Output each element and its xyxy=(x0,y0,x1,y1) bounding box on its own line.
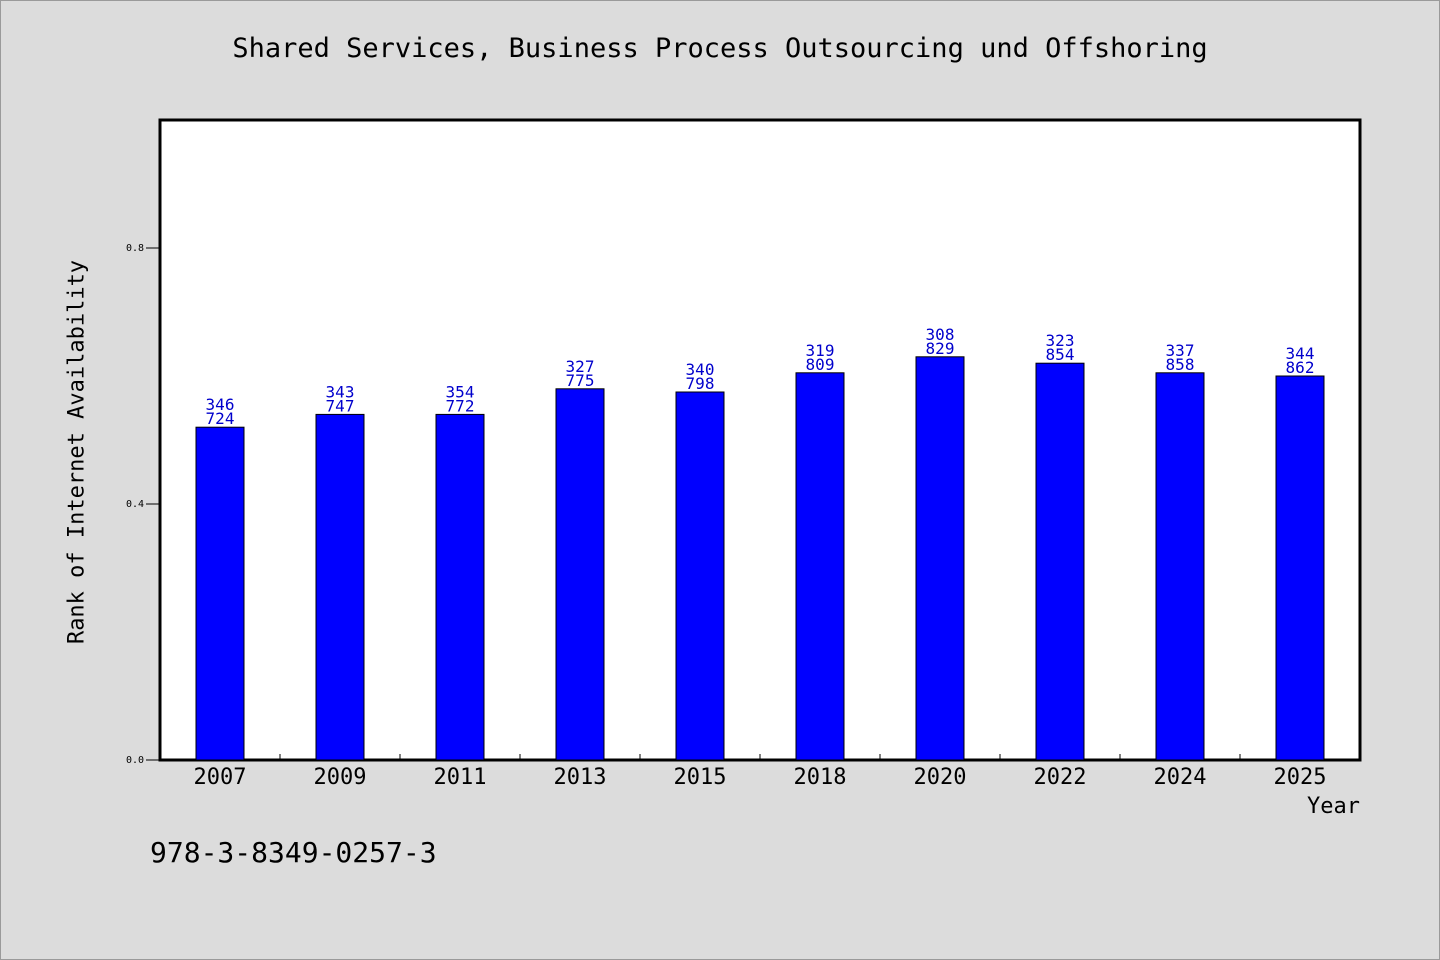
x-tick-label-2011: 2011 xyxy=(434,765,487,790)
data-label-bottom-2025: 862 xyxy=(1286,358,1315,377)
data-label-bottom-2009: 747 xyxy=(326,396,355,415)
data-label-bottom-2007: 724 xyxy=(206,409,235,428)
axis-layer: 2007 2009 2011 2013 2015 2018 2020 2022 2024 2025… xyxy=(126,243,1327,790)
data-label-bottom-2015: 798 xyxy=(686,374,715,393)
x-tick-label-2015: 2015 xyxy=(674,765,727,790)
bar-2024 xyxy=(1155,372,1205,761)
x-tick-label-2022: 2022 xyxy=(1034,765,1087,790)
data-label-bottom-2013: 775 xyxy=(566,371,595,390)
bar-2020 xyxy=(915,356,965,761)
x-tick-label-2007: 2007 xyxy=(194,765,247,790)
bar-2025 xyxy=(1275,375,1325,761)
data-labels-layer: 3467243437473547723277753407983198093088… xyxy=(206,325,1315,428)
bar-2015 xyxy=(675,391,725,761)
data-label-top-2009: 343 xyxy=(326,382,355,401)
bar-2009 xyxy=(315,413,365,761)
x-tick-label-2024: 2024 xyxy=(1154,765,1207,790)
y-tick-label-0.8: 0.8 xyxy=(126,243,144,254)
x-axis-label: Year xyxy=(1307,794,1360,819)
bars-layer xyxy=(195,356,1325,761)
x-tick-label-2025: 2025 xyxy=(1274,765,1327,790)
data-label-bottom-2024: 858 xyxy=(1166,355,1195,374)
data-label-top-2007: 346 xyxy=(206,395,235,414)
y-tick-label-0.0: 0.0 xyxy=(126,755,144,766)
data-label-top-2024: 337 xyxy=(1166,341,1195,360)
data-label-top-2015: 340 xyxy=(686,360,715,379)
data-label-top-2018: 319 xyxy=(806,341,835,360)
data-label-top-2022: 323 xyxy=(1046,331,1075,350)
footer-isbn: 978-3-8349-0257-3 xyxy=(150,836,437,869)
data-label-bottom-2018: 809 xyxy=(806,355,835,374)
bar-2011 xyxy=(435,413,485,761)
bar-2018 xyxy=(795,372,845,761)
data-label-top-2011: 354 xyxy=(446,382,475,401)
bar-2007 xyxy=(195,426,245,761)
data-label-bottom-2020: 829 xyxy=(926,339,955,358)
data-label-top-2020: 308 xyxy=(926,325,955,344)
data-label-bottom-2022: 854 xyxy=(1046,345,1075,364)
bar-2022 xyxy=(1035,362,1085,761)
x-tick-label-2018: 2018 xyxy=(794,765,847,790)
chart-title: Shared Services, Business Process Outsou… xyxy=(232,33,1208,64)
y-tick-label-0.4: 0.4 xyxy=(126,499,144,510)
x-tick-label-2020: 2020 xyxy=(914,765,967,790)
data-label-bottom-2011: 772 xyxy=(446,396,475,415)
data-label-top-2025: 344 xyxy=(1286,344,1315,363)
bar-2013 xyxy=(555,388,605,761)
data-label-top-2013: 327 xyxy=(566,357,595,376)
x-tick-label-2009: 2009 xyxy=(314,765,367,790)
x-tick-label-2013: 2013 xyxy=(554,765,607,790)
